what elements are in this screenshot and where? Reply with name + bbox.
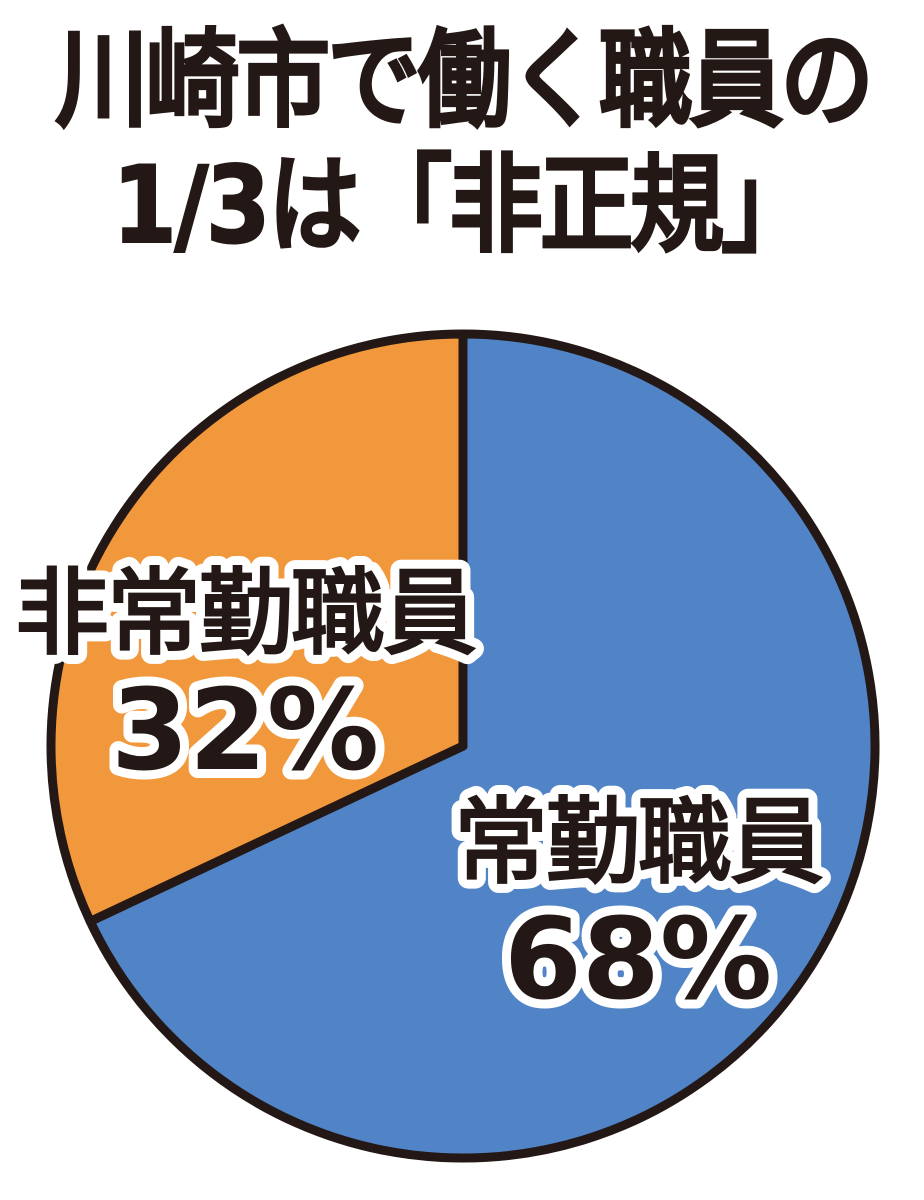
pie-slice-nonregular-staff xyxy=(46,329,468,926)
label-regular-staff-pct: 68% xyxy=(504,895,772,1025)
chart-title-line-2: 1/3は「非正規」 xyxy=(111,143,815,268)
label-regular-staff: 常勤職員 xyxy=(454,789,824,898)
label-nonregular-staff-pct: 32% xyxy=(111,666,379,796)
chart-title-line-1: 川崎市で働く職員の xyxy=(55,18,875,143)
chart-title: 川崎市で働く職員の 1/3は「非正規」 xyxy=(0,18,924,268)
pie-slice-regular-staff xyxy=(85,329,880,1163)
label-nonregular-staff: 非常勤職員 xyxy=(15,560,477,669)
